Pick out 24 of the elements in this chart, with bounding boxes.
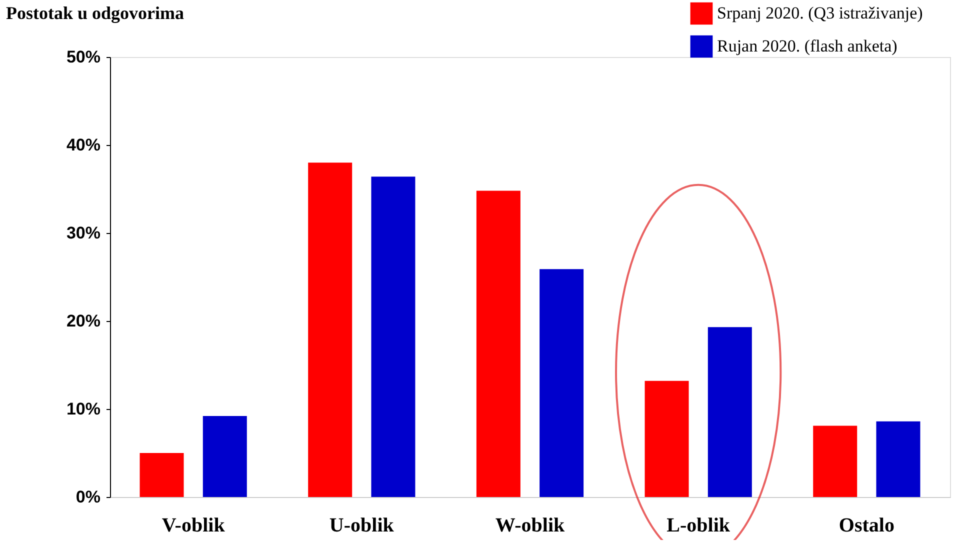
x-tick-label: V-oblik (162, 514, 226, 536)
bar (876, 421, 920, 497)
bar (708, 327, 752, 497)
x-tick-label: L-oblik (666, 514, 731, 536)
bar (540, 269, 584, 497)
x-tick-label: W-oblik (495, 514, 566, 536)
bar (813, 426, 858, 497)
x-tick-label: Ostalo (838, 514, 894, 536)
legend-label: Srpanj 2020. (Q3 istraživanje) (717, 4, 923, 22)
x-tick-label: U-oblik (329, 514, 395, 536)
y-tick-label: 10% (66, 400, 100, 418)
y-tick-label: 20% (66, 312, 100, 330)
y-tick-label: 50% (66, 48, 100, 66)
bar (371, 176, 416, 497)
legend-label: Rujan 2020. (flash anketa) (717, 36, 898, 56)
bar (644, 380, 689, 497)
chart-title: Postotak u odgovorima (6, 3, 184, 23)
bar (476, 190, 520, 497)
bar (202, 416, 247, 497)
y-tick-label: 40% (66, 136, 100, 154)
y-tick-label: 0% (76, 488, 100, 506)
bar (140, 453, 184, 497)
y-tick-label: 30% (66, 224, 100, 242)
bar (308, 162, 352, 497)
